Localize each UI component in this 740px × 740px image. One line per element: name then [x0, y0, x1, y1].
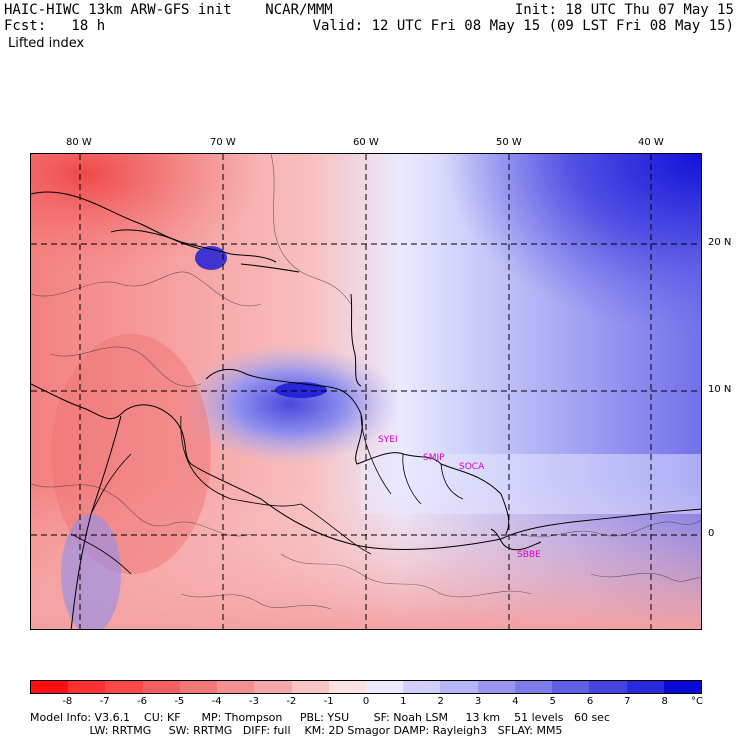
colorbar-swatch	[179, 681, 218, 693]
colorbar-tick-label: -4	[211, 696, 222, 707]
colorbar-tick-label: -1	[323, 696, 334, 707]
lon-label-60w: 60 W	[353, 137, 379, 148]
model-info-line1: Model Info: V3.6.1 CU: KF MP: Thompson P…	[30, 711, 610, 724]
colorbar-swatch	[68, 681, 106, 693]
colorbar-tick-label: 6	[586, 696, 594, 707]
colorbar-swatch	[552, 681, 590, 693]
colorbar-swatch	[589, 681, 627, 693]
field-name: Lifted index	[8, 36, 85, 51]
colorbar-unit: °C	[691, 696, 703, 707]
map-canvas: SYEI SMJP SOCA SBBE	[31, 154, 701, 629]
colorbar-tick-label: 1	[400, 696, 407, 707]
field-blue-caribbean	[181, 344, 401, 464]
model-info-line2: LW: RRTMG SW: RRTMG DIFF: full KM: 2D Sm…	[30, 724, 563, 737]
colorbar-tick-label: 8	[661, 696, 668, 707]
model-title: HAIC-HIWC 13km ARW-GFS init NCAR/MMM	[4, 2, 333, 18]
coastlines	[31, 191, 701, 629]
station-label-syei: SYEI	[378, 435, 398, 445]
colorbar-swatch	[626, 681, 664, 693]
colorbar-swatch	[254, 681, 292, 693]
colorbar-tick-label: 4	[512, 696, 519, 707]
colorbar-swatch	[217, 681, 255, 693]
colorbar-swatch	[328, 681, 366, 693]
colorbar-swatch	[403, 681, 441, 693]
colorbar-tick-label: -2	[286, 696, 297, 707]
contour-lines	[31, 154, 701, 610]
colorbar-tick-label: 7	[624, 696, 631, 707]
station-label-soca: SOCA	[459, 462, 485, 472]
colorbar-swatch	[440, 681, 478, 693]
forecast-hour: Fcst: 18 h	[4, 18, 106, 34]
colorbar-swatch	[105, 681, 143, 693]
lon-label-70w: 70 W	[210, 137, 236, 148]
lon-label-50w: 50 W	[496, 137, 522, 148]
lon-label-80w: 80 W	[66, 137, 92, 148]
colorbar-tick-label: 3	[474, 696, 482, 707]
colorbar-tick-label: -3	[249, 696, 259, 707]
country-borders	[70, 413, 464, 575]
colorbar-swatch	[31, 681, 69, 693]
colorbar-swatch	[291, 681, 329, 693]
colorbar-tick-label: 5	[549, 696, 556, 707]
lon-label-40w: 40 W	[638, 137, 664, 148]
field-blue-northeast	[331, 154, 701, 414]
lat-label-20n: 20 N	[708, 237, 732, 248]
lifted-index-map: SYEI SMJP SOCA SBBE	[30, 153, 702, 630]
colorbar-swatch	[142, 681, 180, 693]
colorbar-tick-label: -7	[99, 696, 110, 707]
colorbar-swatch	[663, 681, 701, 693]
colorbar-tick-label: 2	[437, 696, 444, 707]
station-label-sbbe: SBBE	[517, 550, 541, 560]
colorbar-swatch	[477, 681, 515, 693]
lat-label-10n: 10 N	[708, 384, 732, 395]
colorbar	[30, 680, 702, 694]
colorbar-swatch	[365, 681, 404, 693]
lat-lon-grid	[31, 154, 701, 629]
valid-time: Valid: 12 UTC Fri 08 May 15 (09 LST Fri …	[312, 18, 734, 34]
colorbar-tick-label: -8	[62, 696, 73, 707]
lat-label-0: 0	[708, 528, 715, 539]
colorbar-swatch	[514, 681, 553, 693]
init-time: Init: 18 UTC Thu 07 May 15	[514, 2, 734, 18]
colorbar-tick-label: 0	[362, 696, 370, 707]
colorbar-tick-label: -6	[137, 696, 147, 707]
station-label-smjp: SMJP	[423, 453, 445, 463]
colorbar-tick-label: -5	[174, 696, 185, 707]
